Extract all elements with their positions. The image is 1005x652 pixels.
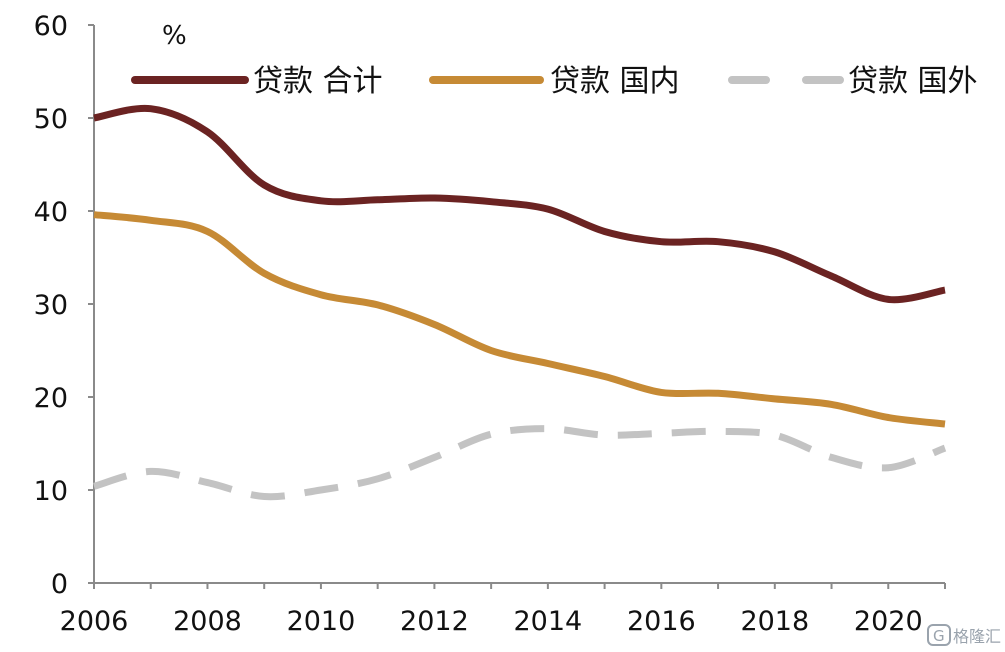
x-tick-label: 2014: [514, 606, 583, 637]
legend-item-foreign-loans: 贷款 国外: [728, 64, 978, 99]
y-tick-label: 10: [34, 476, 68, 507]
series-layer: [93, 104, 947, 501]
legend-label: 贷款 合计: [253, 64, 383, 99]
legend-item-total-loans: 贷款 合计: [131, 64, 383, 99]
x-tick-label: 2020: [854, 606, 923, 637]
series-line-foreign-loans: [93, 425, 947, 501]
y-tick-label: 0: [51, 569, 68, 600]
svg-text:G: G: [933, 627, 945, 645]
watermark-logo-icon: G: [927, 624, 951, 646]
y-tick-label: 30: [34, 290, 68, 321]
x-tick-label: 2006: [60, 606, 129, 637]
series-line-domestic-loans: [93, 211, 946, 428]
watermark: G 格隆汇: [927, 624, 1001, 646]
x-tick-label: 2018: [740, 606, 809, 637]
y-axis-ticks: 0 10 20 30 40 50 60: [34, 11, 94, 600]
legend-label: 贷款 国内: [550, 64, 680, 99]
x-tick-label: 2010: [287, 606, 356, 637]
series-line-total-loans: [93, 104, 946, 304]
y-tick-label: 20: [34, 383, 68, 414]
x-tick-label: 2008: [173, 606, 242, 637]
watermark-text: 格隆汇: [953, 627, 1001, 646]
legend-label: 贷款 国外: [848, 64, 978, 99]
legend-item-domestic-loans: 贷款 国内: [429, 64, 680, 99]
axes: [93, 25, 945, 584]
x-tick-label: 2016: [627, 606, 696, 637]
legend: 贷款 合计 贷款 国内 贷款 国外: [131, 64, 978, 99]
y-tick-label: 60: [34, 11, 68, 42]
y-tick-label: 40: [34, 197, 68, 228]
y-tick-label: 50: [34, 104, 68, 135]
y-unit-label: %: [162, 21, 187, 51]
x-tick-label: 2012: [400, 606, 469, 637]
x-axis-ticks: 2006 2008 2010 2012 2014 2016 2018 2020: [60, 583, 946, 637]
